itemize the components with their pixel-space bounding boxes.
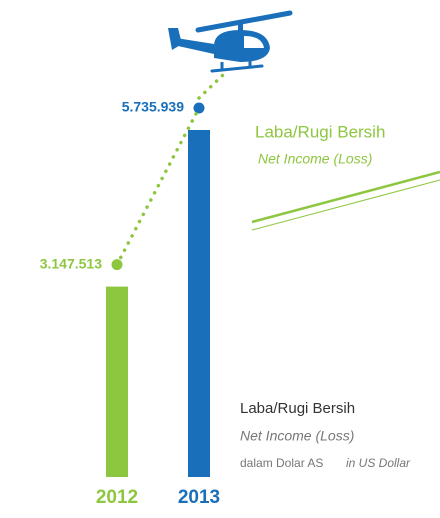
- connector: [115, 106, 201, 267]
- annotation: dalam Dolar AS: [240, 456, 323, 470]
- annotation: Laba/Rugi Bersih: [240, 400, 355, 417]
- chart-title: Laba/Rugi Bersih: [255, 122, 385, 141]
- connector: [197, 72, 226, 100]
- chart-subtitle: Net Income (Loss): [258, 151, 372, 167]
- decor-lines: [251, 170, 440, 231]
- bar: [106, 286, 128, 477]
- value-label: 5.735.939: [122, 99, 184, 115]
- helicopter-icon: [168, 10, 293, 73]
- x-tick-label: 2013: [178, 487, 220, 508]
- annotation: Net Income (Loss): [240, 428, 354, 444]
- annotation: in US Dollar: [346, 456, 411, 470]
- x-tick-label: 2012: [96, 487, 138, 508]
- value-label: 3.147.513: [40, 255, 102, 271]
- value-dot: [193, 102, 205, 114]
- bar: [188, 130, 210, 477]
